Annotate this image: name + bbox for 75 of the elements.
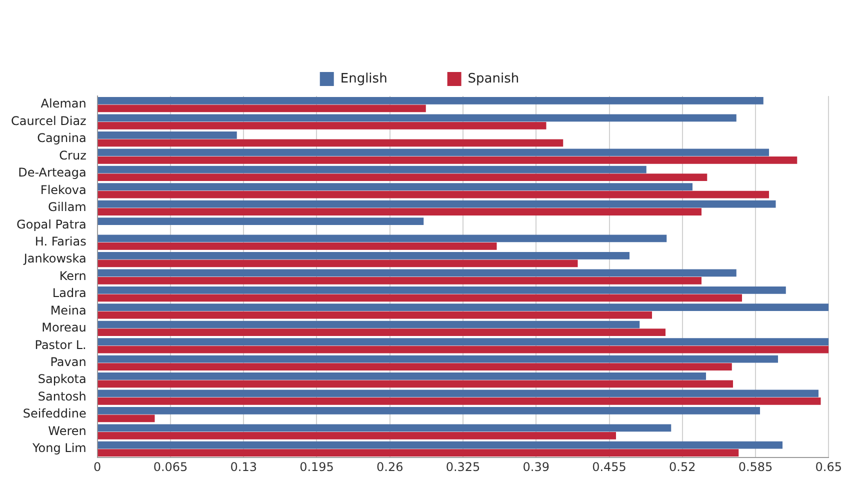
x-tick-label: 0.455 <box>592 460 626 474</box>
bar <box>98 131 237 139</box>
y-tick-label: Yong Lim <box>32 441 86 456</box>
bar <box>98 104 426 112</box>
bar <box>98 174 708 182</box>
y-tick-label: Weren <box>48 424 86 438</box>
bar <box>98 441 783 449</box>
bar <box>98 432 616 440</box>
y-tick-label: Jankowska <box>22 252 86 266</box>
x-tick-label: 0.195 <box>300 460 334 474</box>
bar <box>98 260 578 268</box>
bar <box>98 424 672 432</box>
bar <box>98 286 786 294</box>
bar <box>98 346 829 354</box>
bar <box>98 407 760 414</box>
bar <box>98 139 564 147</box>
bar <box>98 242 497 250</box>
bar <box>98 294 742 302</box>
bar <box>98 304 829 312</box>
y-tick-label: Pavan <box>50 355 86 370</box>
y-tick-label: Caurcel Diaz <box>10 114 86 128</box>
x-tick-label: 0.39 <box>522 460 550 474</box>
bar <box>98 208 702 216</box>
y-tick-label: Pastor L. <box>34 338 86 352</box>
bar <box>98 148 770 156</box>
x-tick-label: 0.065 <box>153 460 188 474</box>
bar <box>98 183 693 191</box>
y-tick-label: H. Farias <box>34 234 86 248</box>
y-tick-label: Aleman <box>40 96 86 111</box>
y-tick-label: De-Arteaga <box>18 166 86 180</box>
bar <box>98 355 778 363</box>
bar <box>98 338 829 346</box>
bar <box>98 190 770 198</box>
bar <box>98 97 764 104</box>
y-tick-label: Gopal Patra <box>16 217 86 232</box>
y-tick-label: Sapkota <box>38 372 86 386</box>
x-tick-label: 0.52 <box>669 460 696 474</box>
legend-label: Spanish <box>468 71 520 86</box>
bar <box>98 414 155 422</box>
bar <box>98 156 798 164</box>
bar <box>98 200 776 208</box>
bar <box>98 449 739 457</box>
y-tick-label: Cruz <box>59 148 86 162</box>
bar <box>98 252 630 260</box>
x-tick-label: 0.325 <box>446 460 480 474</box>
y-tick-label: Kern <box>59 268 86 283</box>
bar <box>98 311 652 319</box>
bar <box>98 114 736 122</box>
bar <box>98 372 706 380</box>
x-tick-label: 0.65 <box>815 460 842 474</box>
bar <box>98 390 819 398</box>
x-tick-label: 0.13 <box>230 460 257 474</box>
y-tick-label: Gillam <box>48 200 86 214</box>
x-tick-label: 0.585 <box>738 460 773 474</box>
y-tick-label: Seifeddine <box>22 406 86 421</box>
bar <box>98 269 736 277</box>
legend-label: English <box>340 71 388 86</box>
bar <box>98 234 667 242</box>
bar <box>98 328 666 336</box>
bar <box>98 166 646 174</box>
y-tick-label: Moreau <box>42 320 86 335</box>
y-tick-label: Meina <box>50 303 86 318</box>
bar <box>98 363 732 370</box>
bar <box>98 398 821 405</box>
bar <box>98 122 546 130</box>
bar <box>98 218 424 225</box>
bar <box>98 380 734 388</box>
y-tick-label: Ladra <box>52 286 86 300</box>
x-tick-label: 0 <box>94 460 102 474</box>
y-tick-label: Santosh <box>38 389 86 404</box>
y-tick-label: Cagnina <box>37 131 86 146</box>
y-tick-label: Flekova <box>40 182 86 197</box>
bar <box>98 276 702 284</box>
bar <box>98 320 640 328</box>
x-tick-label: 0.26 <box>376 460 404 474</box>
